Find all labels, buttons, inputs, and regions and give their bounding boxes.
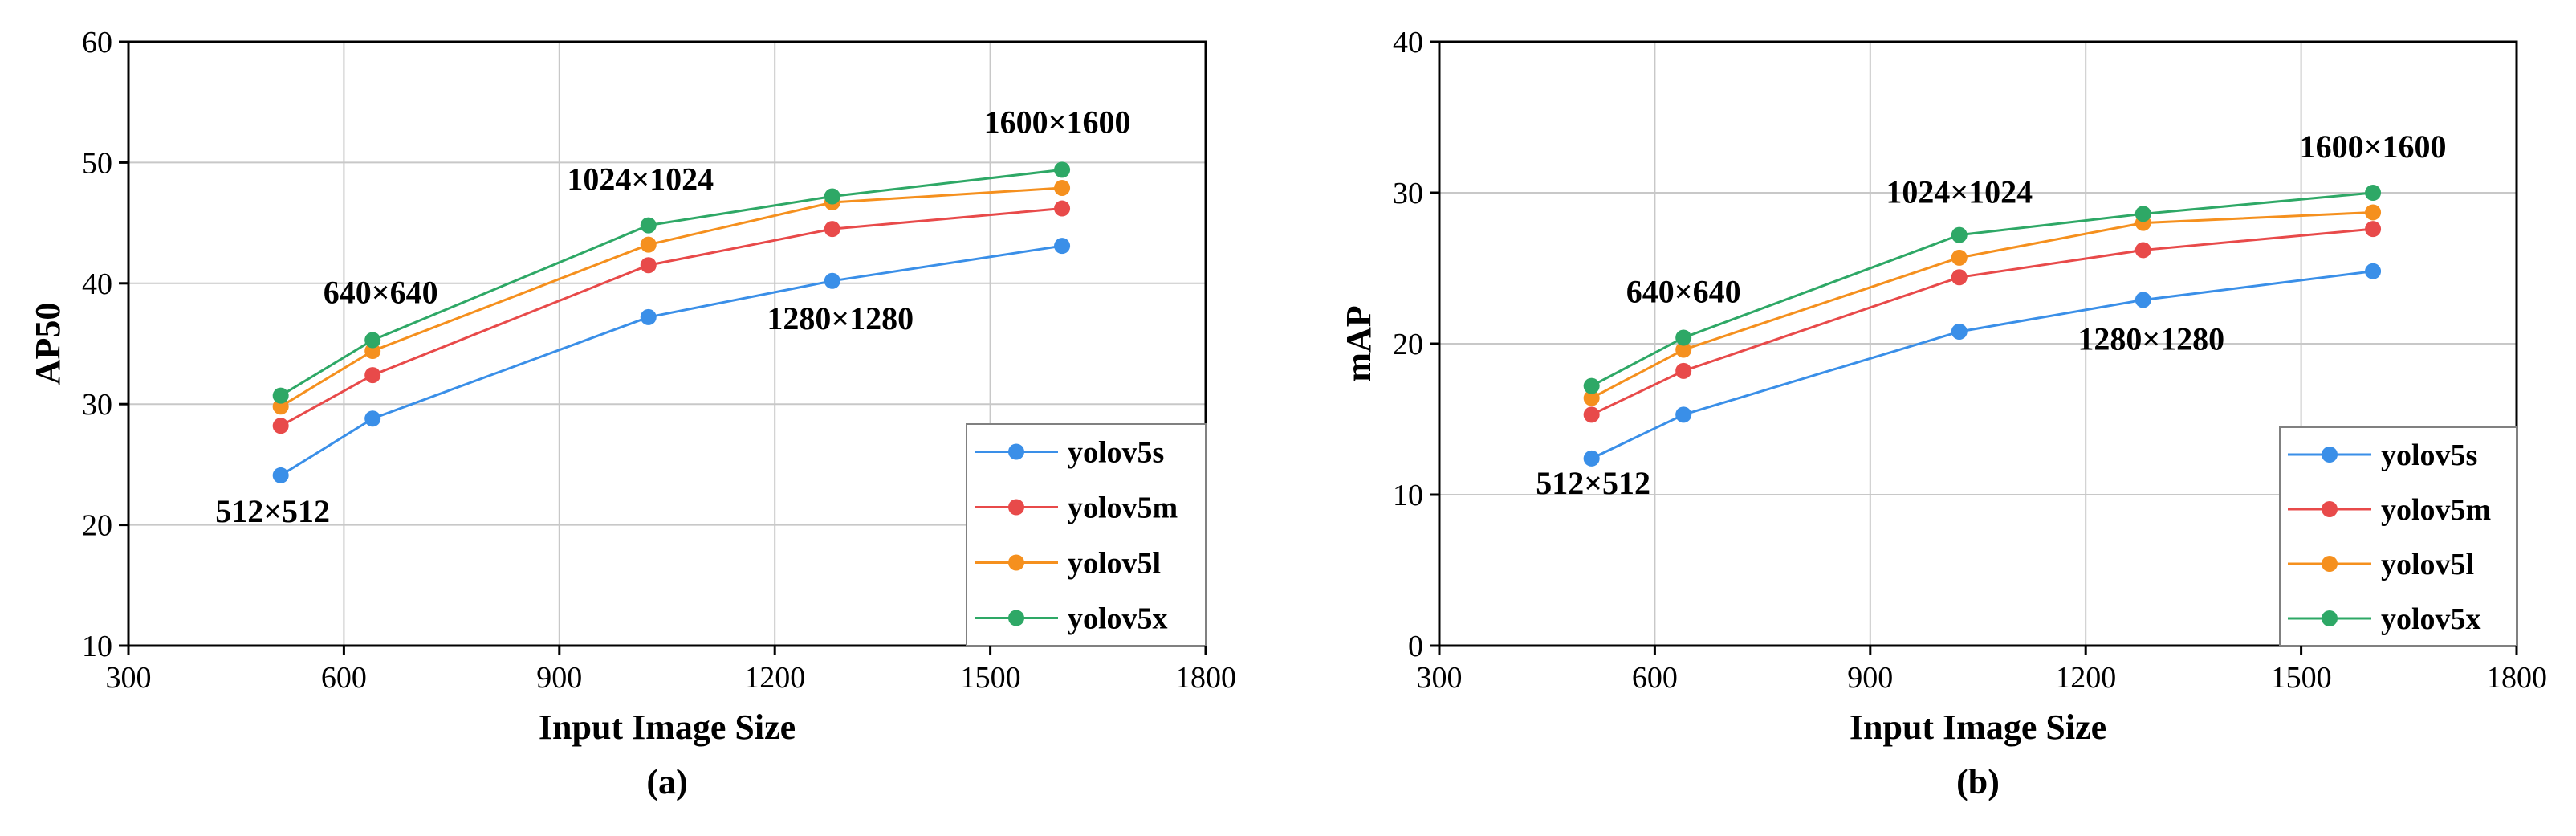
- chart-b-point-yolov5m: [1951, 269, 1968, 286]
- chart-b-x-tick-label: 1200: [2055, 661, 2116, 695]
- chart-a-legend-label-yolov5x: yolov5x: [1068, 602, 1168, 636]
- chart-a-annotation: 1024×1024: [567, 161, 714, 198]
- chart-b-point-yolov5m: [1583, 406, 1600, 423]
- chart-a-x-tick-label: 300: [106, 661, 152, 695]
- chart-b-point-yolov5l: [2365, 204, 2382, 221]
- chart-b-point-yolov5l: [1951, 249, 1968, 266]
- chart-a-series-line-yolov5m: [279, 207, 1063, 427]
- chart-b-point-yolov5s: [2365, 263, 2382, 279]
- chart-a-point-yolov5s: [640, 308, 657, 325]
- chart-a-point-yolov5l: [1054, 179, 1071, 196]
- chart-a-point-yolov5s: [824, 272, 840, 289]
- chart-b-legend-marker-yolov5l: [2322, 556, 2338, 572]
- chart-a-point-yolov5x: [824, 188, 840, 205]
- chart-b-y-tick-label: 30: [1393, 177, 1423, 210]
- chart-a-point-yolov5m: [1054, 200, 1071, 217]
- chart-b-legend-label-yolov5x: yolov5x: [2381, 602, 2481, 636]
- chart-a-annotation: 512×512: [215, 493, 330, 529]
- chart-a-annotation: 640×640: [324, 274, 438, 310]
- chart-a-point-yolov5m: [640, 257, 657, 274]
- chart-a-y-axis-label: AP50: [28, 303, 67, 385]
- chart-b-y-tick-label: 20: [1393, 328, 1423, 361]
- chart-b-x-axis-label: Input Image Size: [1850, 708, 2106, 747]
- chart-a-point-yolov5s: [272, 467, 289, 483]
- chart-a-legend-marker-yolov5m: [1008, 499, 1024, 516]
- chart-b-y-tick-label: 10: [1393, 479, 1423, 512]
- chart-a-y-tick-label: 30: [82, 388, 112, 422]
- chart-b-legend-marker-yolov5x: [2322, 610, 2338, 626]
- chart-b-point-yolov5x: [2134, 206, 2151, 222]
- chart-a-point-yolov5m: [824, 221, 840, 238]
- chart-a-x-tick-label: 900: [536, 661, 582, 695]
- chart-b-annotation: 512×512: [1536, 465, 1650, 501]
- chart-a-annotation: 1600×1600: [984, 104, 1131, 140]
- chart-b-subtitle: (b): [1956, 762, 2000, 801]
- chart-b-annotation: 640×640: [1626, 273, 1741, 309]
- chart-b-point-yolov5l: [1583, 389, 1600, 406]
- chart-b-legend-marker-yolov5m: [2322, 501, 2338, 517]
- chart-a-plot-frame: [127, 40, 1207, 647]
- chart-b-point-yolov5s: [2134, 292, 2151, 308]
- chart-b-point-yolov5x: [1951, 226, 1968, 243]
- chart-a-legend-marker-yolov5s: [1008, 443, 1024, 460]
- chart-a-point-yolov5l: [640, 236, 657, 253]
- chart-b-legend-marker-yolov5s: [2322, 447, 2338, 463]
- chart-b-y-tick-label: 0: [1408, 630, 1423, 663]
- chart-a-x-tick-label: 600: [321, 661, 367, 695]
- chart-a-legend-marker-yolov5l: [1008, 554, 1024, 571]
- chart-b-point-yolov5x: [1583, 377, 1600, 394]
- chart-b-point-yolov5m: [1675, 362, 1692, 379]
- chart-a-legend-marker-yolov5x: [1008, 610, 1024, 626]
- chart-b-point-yolov5s: [1675, 406, 1692, 423]
- chart-b-legend-box: [2279, 426, 2517, 646]
- chart-a-legend-box: [966, 423, 1207, 646]
- chart-b-point-yolov5m: [2134, 242, 2151, 259]
- chart-b-annotation: 1280×1280: [2077, 320, 2224, 357]
- chart-a-point-yolov5m: [272, 418, 289, 434]
- chart-b-y-tick-label: 40: [1393, 26, 1423, 59]
- chart-b-legend-label-yolov5l: yolov5l: [2381, 548, 2474, 581]
- chart-b-x-tick-label: 1800: [2486, 661, 2547, 695]
- chart-a-x-tick-label: 1500: [960, 661, 1021, 695]
- chart-b-x-tick-label: 1500: [2271, 661, 2332, 695]
- chart-a-y-tick-label: 10: [82, 630, 112, 663]
- chart-a-x-tick-label: 1200: [744, 661, 805, 695]
- chart-a-annotation: 1280×1280: [767, 300, 914, 336]
- chart-b-annotation: 1600×1600: [2300, 128, 2447, 165]
- chart-a-point-yolov5s: [1054, 238, 1071, 255]
- chart-a-point-yolov5x: [1054, 161, 1071, 178]
- chart-b-point-yolov5l: [1675, 341, 1692, 358]
- chart-b-point-yolov5m: [2365, 221, 2382, 238]
- chart-a-y-tick-label: 40: [82, 267, 112, 301]
- chart-b-annotation: 1024×1024: [1886, 174, 2033, 210]
- chart-a-legend-label-yolov5s: yolov5s: [1068, 436, 1164, 470]
- chart-a-x-tick-label: 1800: [1175, 661, 1236, 695]
- chart-a-y-tick-label: 50: [82, 146, 112, 180]
- chart-a-subtitle: (a): [646, 762, 687, 801]
- chart-a-point-yolov5x: [364, 332, 381, 349]
- chart-b-x-tick-label: 300: [1417, 661, 1463, 695]
- chart-a-legend-label-yolov5l: yolov5l: [1068, 547, 1161, 581]
- chart-a-point-yolov5m: [364, 367, 381, 384]
- chart-b-point-yolov5x: [2365, 185, 2382, 201]
- chart-b-point-yolov5x: [1675, 329, 1692, 346]
- chart-a-point-yolov5s: [364, 410, 381, 427]
- chart-a-legend-label-yolov5m: yolov5m: [1068, 491, 1178, 525]
- chart-b-x-tick-label: 600: [1632, 661, 1678, 695]
- chart-b-point-yolov5s: [1583, 450, 1600, 467]
- chart-b-legend-label-yolov5s: yolov5s: [2381, 438, 2477, 472]
- chart-b-y-axis-label: mAP: [1339, 305, 1378, 381]
- chart-a-x-axis-label: Input Image Size: [539, 708, 796, 747]
- chart-a-point-yolov5x: [272, 387, 289, 404]
- chart-b-legend-label-yolov5m: yolov5m: [2381, 493, 2491, 527]
- chart-a-y-tick-label: 20: [82, 509, 112, 543]
- chart-a-y-tick-label: 60: [82, 26, 112, 59]
- chart-b-x-tick-label: 900: [1847, 661, 1893, 695]
- chart-b-series-line-yolov5m: [1591, 227, 2374, 416]
- chart-b-point-yolov5s: [1951, 323, 1968, 340]
- chart-a-point-yolov5x: [640, 217, 657, 234]
